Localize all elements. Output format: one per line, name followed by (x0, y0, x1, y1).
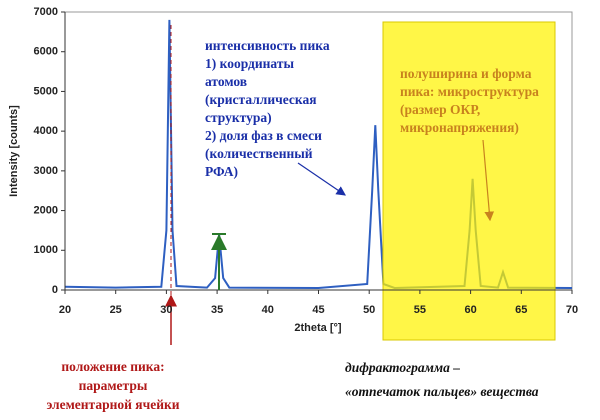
annotation-line: параметры (79, 378, 148, 393)
x-tick-label: 40 (262, 304, 274, 316)
y-tick-label: 7000 (34, 6, 58, 18)
y-tick-label: 1000 (34, 244, 58, 256)
y-axis-label: Intensity [counts] (8, 105, 20, 197)
annotation-line: положение пика: (61, 359, 164, 374)
x-tick-label: 65 (515, 304, 527, 316)
annotation-line: полуширина и форма (400, 66, 532, 81)
x-tick-label: 70 (566, 304, 578, 316)
annotation-line: интенсивность пика (205, 38, 330, 53)
annotation-line: пика: микроструктура (400, 84, 539, 99)
width-arrow (482, 139, 495, 222)
annotation-line: «отпечаток пальцев» вещества (345, 384, 539, 399)
annotation-line: дифрактограмма – (345, 360, 460, 375)
intensity-arrow (297, 162, 346, 196)
x-tick-label: 50 (363, 304, 375, 316)
x-tick-label: 45 (312, 304, 324, 316)
annotation-line: (количественный (205, 146, 313, 161)
y-tick-label: 0 (52, 284, 58, 296)
x-axis-label: 2theta [°] (294, 322, 342, 334)
x-tick-label: 20 (59, 304, 71, 316)
y-tick-label: 2000 (34, 204, 58, 216)
x-tick-label: 30 (160, 304, 172, 316)
x-tick-label: 25 (110, 304, 122, 316)
y-tick-label: 6000 (34, 46, 58, 58)
annotation-line: (размер ОКР, (400, 102, 480, 117)
highlight-region (382, 21, 556, 341)
annotation-line: 2) доля фаз в смеси (205, 128, 322, 143)
annotation-line: (кристаллическая (205, 92, 317, 107)
annotation-line: 1) координаты (205, 56, 294, 71)
annotation-line: атомов (205, 74, 247, 89)
y-tick-label: 4000 (34, 125, 58, 137)
y-tick-label: 5000 (34, 85, 58, 97)
annotation-line: структура) (205, 110, 272, 125)
annotation-line: микронапряжения) (400, 120, 519, 135)
x-tick-label: 60 (464, 304, 476, 316)
x-tick-label: 35 (211, 304, 223, 316)
annotation-line: элементарной ячейки (46, 397, 179, 412)
x-tick-label: 55 (414, 304, 426, 316)
annotation-line: РФА) (205, 164, 238, 179)
y-tick-label: 3000 (34, 165, 58, 177)
